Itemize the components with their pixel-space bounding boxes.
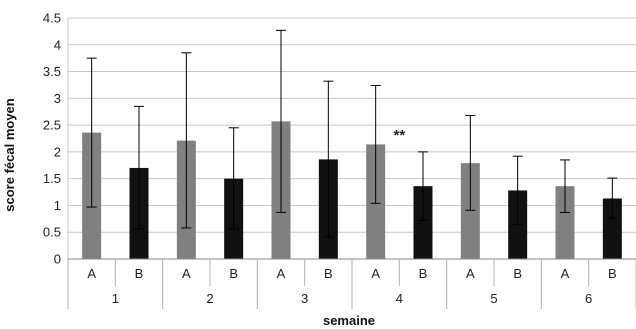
y-tick-label: 3 xyxy=(54,91,61,106)
subcategory-label: B xyxy=(324,266,333,281)
group-label: 5 xyxy=(490,291,497,306)
y-tick-label: 4 xyxy=(54,37,61,52)
y-tick-label: 4.5 xyxy=(43,11,61,26)
y-tick-label: 2.5 xyxy=(43,118,61,133)
subcategory-label: A xyxy=(182,266,191,281)
subcategory-label: B xyxy=(229,266,238,281)
y-tick-label: 2 xyxy=(54,144,61,159)
subcategory-label: A xyxy=(466,266,475,281)
group-label: 3 xyxy=(301,291,308,306)
subcategory-label: A xyxy=(87,266,96,281)
subcategory-label: B xyxy=(419,266,428,281)
gridlines xyxy=(67,17,636,260)
group-label: 1 xyxy=(112,291,119,306)
annotations: ** xyxy=(393,127,405,144)
subcategory-label: A xyxy=(371,266,380,281)
subcategory-label: A xyxy=(561,266,570,281)
y-tick-label: 0 xyxy=(54,252,61,267)
y-tick-labels: 0 0.5 1 1.5 2 2.5 3 3.5 4 4.5 xyxy=(43,11,61,267)
bar-B-6 xyxy=(602,198,622,259)
significance-annotation: ** xyxy=(393,127,405,144)
subcategory-label: B xyxy=(608,266,617,281)
error-bars xyxy=(86,29,618,238)
y-tick-label: 1.5 xyxy=(43,171,61,186)
y-tick-label: 3.5 xyxy=(43,64,61,79)
bars xyxy=(82,121,622,260)
bar-B-4 xyxy=(413,186,433,259)
subcategory-label: A xyxy=(277,266,286,281)
bar-A-5 xyxy=(460,163,480,259)
group-label: 4 xyxy=(396,291,403,306)
x-axis-title: semaine xyxy=(323,313,375,328)
subcategory-label: B xyxy=(513,266,522,281)
subcategory-label: B xyxy=(135,266,144,281)
group-label: 2 xyxy=(206,291,213,306)
category-axis: A B1A B2A B3A B4A B5A B6 xyxy=(67,258,636,309)
group-label: 6 xyxy=(585,291,592,306)
bar-A-6 xyxy=(555,186,575,259)
y-axis-title: score fécal moyen xyxy=(2,98,17,212)
y-tick-label: 1 xyxy=(54,198,61,213)
y-tick-label: 0.5 xyxy=(43,225,61,240)
